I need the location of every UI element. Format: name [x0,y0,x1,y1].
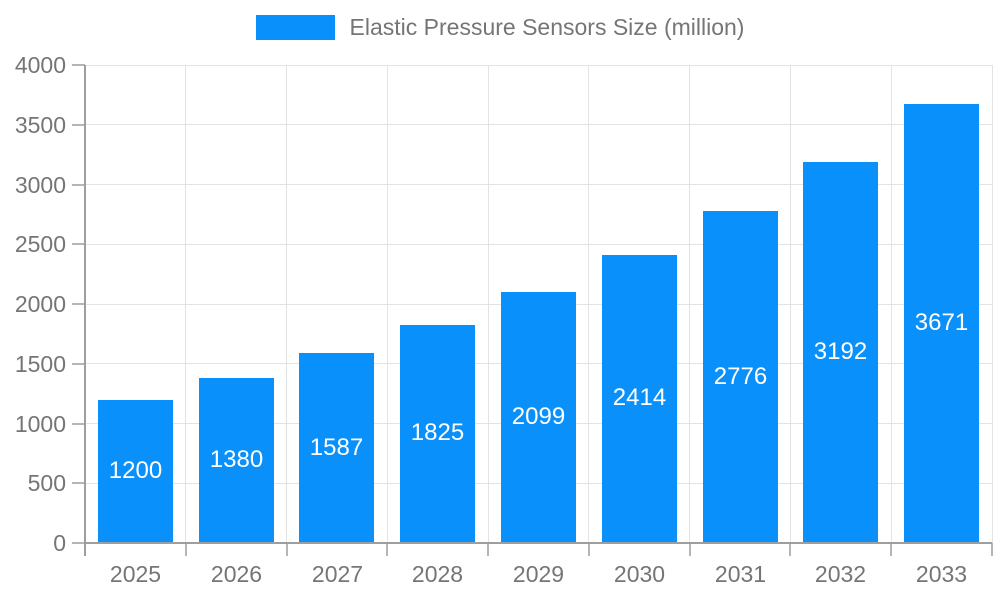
x-axis-label: 2032 [814,561,867,587]
bar: 1825 [400,324,475,542]
x-axis-label: 2031 [714,561,767,587]
y-axis-tick [72,542,85,544]
x-axis-line [85,542,992,544]
x-axis-tick [487,543,490,556]
y-axis-label: 500 [27,470,66,497]
x-axis-tick [386,543,389,556]
bar-value-label: 1587 [309,433,364,461]
x-axis-tick [991,543,993,556]
x-axis-tick [184,543,187,556]
bar: 1380 [199,378,274,542]
y-axis-tick [72,362,85,365]
y-axis-tick [72,422,85,425]
y-axis-tick [72,482,85,485]
x-axis-label: 2030 [613,561,666,587]
gridline-vertical [286,65,288,543]
legend[interactable]: Elastic Pressure Sensors Size (million) [0,14,1000,41]
gridline-vertical [588,65,590,543]
x-axis-label: 2027 [311,561,364,587]
bar-value-label: 3192 [813,337,868,365]
gridline-vertical [185,65,187,543]
gridline-vertical [386,65,388,543]
x-axis-label: 2028 [411,561,464,587]
gridline-vertical [487,65,489,543]
bar-value-label: 2776 [713,362,768,390]
y-axis-label: 3500 [14,111,66,138]
y-axis-tick [72,123,85,126]
x-axis-tick [688,543,691,556]
x-axis-tick [285,543,288,556]
y-axis-label: 3000 [14,171,66,198]
bar: 2776 [703,211,778,542]
legend-swatch [255,15,335,40]
y-axis-tick [72,183,85,186]
bar-value-label: 2414 [612,384,667,412]
gridline-vertical [689,65,691,543]
y-axis-label: 4000 [14,52,66,78]
bar: 2414 [602,254,677,542]
y-axis-label: 1000 [14,410,66,437]
bar: 3192 [803,161,878,542]
x-axis-tick [587,543,590,556]
bar-value-label: 1200 [108,456,163,484]
y-axis-line [84,65,86,556]
gridline-vertical [890,65,892,543]
y-axis-tick [72,64,85,66]
y-axis-label: 2500 [14,231,66,258]
bar: 1587 [299,353,374,542]
gridline-vertical [991,65,993,543]
bar: 3671 [904,104,979,542]
bar-value-label: 3671 [914,309,969,337]
y-axis-label: 1500 [14,350,66,377]
x-axis-tick [890,543,893,556]
x-axis-label: 2025 [109,561,162,587]
legend-label: Elastic Pressure Sensors Size (million) [349,14,745,40]
x-axis-tick [789,543,792,556]
y-axis-label: 2000 [14,291,66,317]
bar: 2099 [501,292,576,542]
gridline-horizontal [85,184,992,185]
bar-value-label: 2099 [511,403,566,431]
bar-value-label: 1380 [209,446,264,474]
y-axis-tick [72,303,85,305]
x-axis-label: 2029 [512,561,565,587]
gridline-horizontal [85,64,992,66]
gridline-vertical [789,65,791,543]
bar-value-label: 1825 [410,419,465,447]
y-axis-tick [72,243,85,246]
x-axis-label: 2033 [915,561,968,587]
bar: 1200 [98,399,173,542]
x-axis-label: 2026 [210,561,263,587]
gridline-horizontal [85,243,992,245]
y-axis-label: 0 [53,530,66,556]
gridline-horizontal [85,124,992,126]
